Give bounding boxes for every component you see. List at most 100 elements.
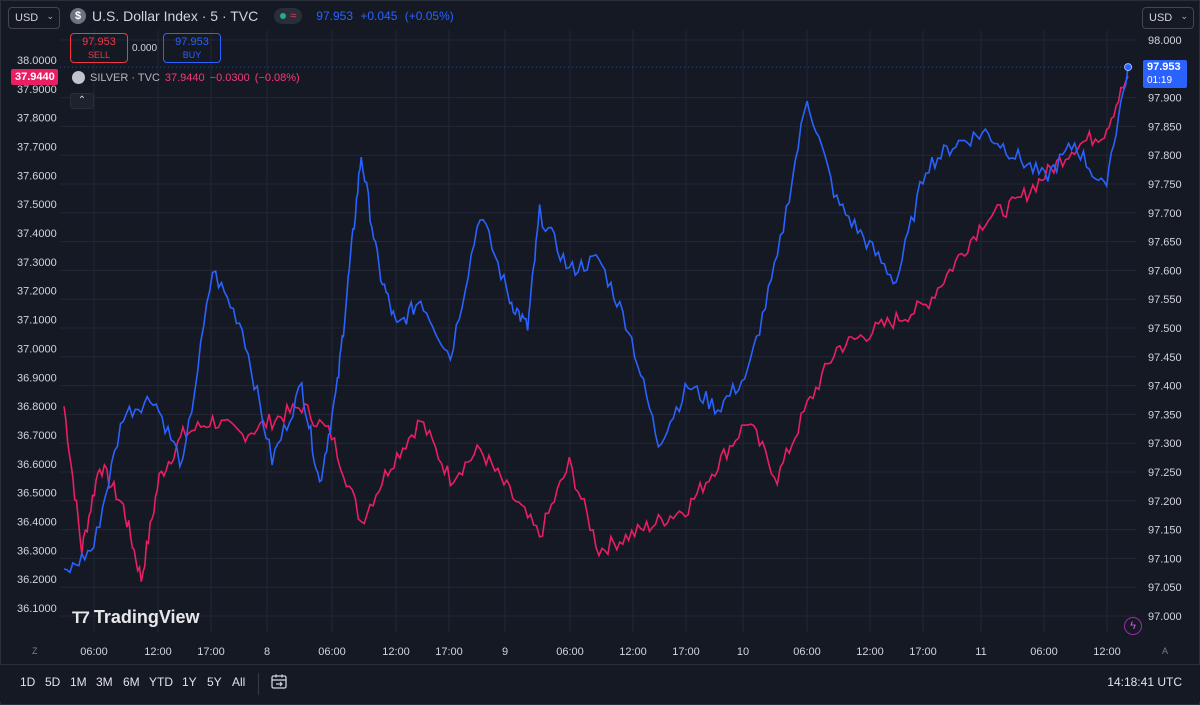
right-tick-label: 97.300 xyxy=(1148,438,1182,450)
tradingview-logo[interactable]: T7 TradingView xyxy=(72,607,200,628)
time-tick-label: 12:00 xyxy=(856,646,884,658)
left-tick-label: 36.9000 xyxy=(17,372,57,384)
spread-value: 0.000 xyxy=(132,43,158,54)
range-3m-button[interactable]: 3M xyxy=(96,675,113,689)
silver-change: −0.0300 xyxy=(209,71,250,84)
right-tick-label: 97.200 xyxy=(1148,496,1182,508)
left-tick-label: 37.0000 xyxy=(17,343,57,355)
bottom-toolbar: 1D 5D 1M 3M 6M YTD 1Y 5Y All 14:18:41 UT… xyxy=(0,664,1200,702)
left-tick-label: 36.2000 xyxy=(17,574,57,586)
dxy-price-tag: 97.953 01:19 xyxy=(1143,60,1187,88)
time-tick-label: 06:00 xyxy=(793,646,821,658)
time-tick-label: 06:00 xyxy=(318,646,346,658)
logo-text: TradingView xyxy=(93,607,200,627)
dollar-icon: $ xyxy=(70,8,86,24)
market-status-badge[interactable]: ≈ xyxy=(274,8,303,24)
currency-label: USD xyxy=(1149,12,1173,24)
price-change-pct: (+0.05%) xyxy=(404,9,454,23)
left-tick-label: 36.8000 xyxy=(17,401,57,413)
left-tick-label: 36.1000 xyxy=(17,603,57,615)
dxy-tag-price: 97.953 xyxy=(1147,61,1181,73)
right-tick-label: 97.150 xyxy=(1148,525,1182,537)
symbol-title[interactable]: U.S. Dollar Index · 5 · TVC xyxy=(92,8,259,24)
left-tick-label: 36.7000 xyxy=(17,430,57,442)
auto-scale-toggle[interactable]: A xyxy=(1162,646,1169,656)
left-tick-label: 37.5000 xyxy=(17,199,57,211)
silver-series-line[interactable] xyxy=(63,75,1129,582)
time-tick-label: 06:00 xyxy=(556,646,584,658)
tradingview-logo-icon: T7 xyxy=(72,607,90,627)
buy-label: BUY xyxy=(182,50,202,60)
time-tick-label: 17:00 xyxy=(197,646,225,658)
wave-icon: ≈ xyxy=(290,10,297,22)
sell-button[interactable]: 97.953 SELL xyxy=(70,33,128,63)
time-axis[interactable]: 06:00 12:00 17:00 8 06:00 12:00 17:00 9 06:00 12:… xyxy=(80,646,1121,658)
calendar-goto-icon[interactable] xyxy=(270,673,288,691)
right-tick-label: 97.650 xyxy=(1148,237,1182,249)
right-tick-label: 97.750 xyxy=(1148,179,1182,191)
left-tick-label: 37.7000 xyxy=(17,142,57,154)
time-tick-label: 06:00 xyxy=(80,646,108,658)
divider xyxy=(258,673,259,695)
right-tick-label: 97.700 xyxy=(1148,208,1182,220)
right-tick-label: 97.600 xyxy=(1148,265,1182,277)
right-price-axis[interactable]: 98.000 97.900 97.850 97.800 97.750 97.700 97.6… xyxy=(1148,35,1182,623)
time-tick-label: 10 xyxy=(737,646,749,658)
right-tick-label: 97.900 xyxy=(1148,93,1182,105)
right-tick-label: 98.000 xyxy=(1148,35,1182,47)
right-tick-label: 97.850 xyxy=(1148,121,1182,133)
silver-change-pct: (−0.08%) xyxy=(254,71,300,84)
chevron-down-icon: ⌄ xyxy=(1180,11,1188,21)
time-tick-label: 17:00 xyxy=(672,646,700,658)
range-5y-button[interactable]: 5Y xyxy=(207,675,222,689)
right-tick-label: 97.550 xyxy=(1148,294,1182,306)
last-price-marker xyxy=(1124,63,1133,72)
sell-label: SELL xyxy=(87,50,111,60)
left-tick-label: 37.8000 xyxy=(17,113,57,125)
left-tick-label: 37.6000 xyxy=(17,170,57,182)
symbol-values: 97.953 +0.045 (+0.05%) xyxy=(316,9,457,23)
time-tick-label: 12:00 xyxy=(144,646,172,658)
currency-selector-left[interactable]: USD ⌄ xyxy=(8,7,60,29)
left-tick-label: 36.6000 xyxy=(17,459,57,471)
time-tick-label: 12:00 xyxy=(382,646,410,658)
lightning-icon[interactable]: ϟ xyxy=(1124,617,1142,635)
left-tick-label: 37.9000 xyxy=(17,84,57,96)
utc-clock[interactable]: 14:18:41 UTC xyxy=(1107,675,1182,689)
currency-selector-right[interactable]: USD ⌄ xyxy=(1142,7,1194,29)
sell-price: 97.953 xyxy=(82,36,116,48)
right-tick-label: 97.100 xyxy=(1148,553,1182,565)
zoom-toggle[interactable]: Z xyxy=(32,646,38,656)
right-tick-label: 97.050 xyxy=(1148,582,1182,594)
right-tick-label: 97.350 xyxy=(1148,409,1182,421)
left-price-axis[interactable]: 38.0000 37.9000 37.8000 37.7000 37.6000 37.50… xyxy=(17,55,57,615)
price-change: +0.045 xyxy=(360,9,398,23)
range-6m-button[interactable]: 6M xyxy=(123,675,140,689)
time-tick-label: 17:00 xyxy=(909,646,937,658)
range-1d-button[interactable]: 1D xyxy=(20,675,36,689)
time-tick-label: 12:00 xyxy=(1093,646,1121,658)
right-tick-label: 97.450 xyxy=(1148,352,1182,364)
range-ytd-button[interactable]: YTD xyxy=(149,675,173,689)
market-open-dot-icon xyxy=(280,13,287,19)
silver-icon xyxy=(72,71,85,84)
silver-symbol[interactable]: SILVER · TVC xyxy=(90,71,160,84)
last-price: 97.953 xyxy=(316,9,353,23)
silver-price-tag: 37.9440 xyxy=(11,69,58,85)
collapse-legend-button[interactable]: ⌃ xyxy=(70,93,94,109)
range-1m-button[interactable]: 1M xyxy=(70,675,87,689)
dxy-series-line[interactable] xyxy=(63,66,1129,574)
left-tick-label: 36.3000 xyxy=(17,545,57,557)
left-tick-label: 36.5000 xyxy=(17,488,57,500)
buy-button[interactable]: 97.953 BUY xyxy=(163,33,221,63)
time-tick-label: 11 xyxy=(975,646,986,658)
range-all-button[interactable]: All xyxy=(232,675,246,689)
main-symbol-legend[interactable]: $ U.S. Dollar Index · 5 · TVC ≈ 97.953 +… xyxy=(70,8,458,24)
left-tick-label: 37.3000 xyxy=(17,257,57,269)
time-tick-label: 8 xyxy=(264,646,270,658)
bar-countdown: 01:19 xyxy=(1147,75,1173,86)
range-1y-button[interactable]: 1Y xyxy=(182,675,197,689)
range-5d-button[interactable]: 5D xyxy=(45,675,61,689)
silver-legend[interactable]: SILVER · TVC 37.9440 −0.0300 (−0.08%) xyxy=(72,71,300,84)
